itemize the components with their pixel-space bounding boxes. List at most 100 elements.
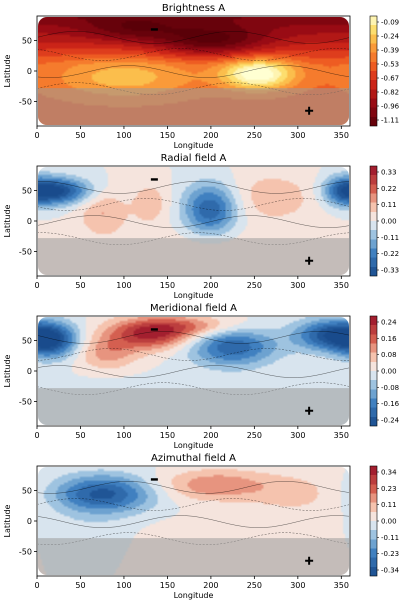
x-tick-label: 200 (203, 281, 218, 290)
colorbar-tick-label: 0.11 (381, 201, 397, 209)
colorbar-tick-label: -0.33 (381, 267, 399, 275)
y-tick-label: 50 (22, 336, 32, 345)
y-tick-label: 0 (27, 367, 32, 376)
x-tick-label: 100 (116, 131, 131, 140)
x-tick-label: 250 (247, 581, 262, 590)
x-tick-label: 200 (203, 581, 218, 590)
colorbar-tick-label: -0.22 (381, 250, 399, 258)
colorbar-tick-label: -0.96 (381, 103, 400, 111)
y-tick-label: 0 (27, 67, 32, 76)
x-tick-label: 350 (334, 581, 349, 590)
colorbar-tick-label: -0.34 (381, 567, 400, 575)
y-tick-label: 50 (22, 186, 32, 195)
x-tick-label: 300 (290, 131, 305, 140)
x-tick-label: 50 (75, 431, 85, 440)
x-tick-label: 200 (203, 431, 218, 440)
panel-title: Azimuthal field A (151, 453, 236, 464)
colorbar-tick-label: -1.11 (381, 117, 399, 125)
colorbar-tick-label: -0.24 (381, 417, 400, 425)
colorbar-tick-label: 0.24 (381, 319, 397, 327)
plus-marker (305, 556, 314, 565)
colorbar-tick-label: -0.23 (381, 550, 399, 558)
dash-marker (150, 478, 158, 481)
contour-line (38, 331, 349, 344)
colorbar-tick-label: 0.33 (381, 169, 397, 177)
panel-3: Meridional field A 0 50 100 150 200 250 300 350 L… (3, 303, 400, 450)
contour-line (38, 481, 349, 494)
dash-marker (150, 328, 158, 331)
colorbar-tick-label: -0.24 (381, 33, 400, 41)
x-tick-label: 350 (334, 131, 349, 140)
y-tick-label: 0 (27, 217, 32, 226)
colorbar-tick-label: -0.11 (381, 534, 399, 542)
panel-title: Radial field A (161, 153, 227, 164)
contour-line (38, 348, 349, 361)
x-tick-label: 50 (75, 281, 85, 290)
x-tick-label: 150 (160, 431, 175, 440)
x-tick-label: 150 (160, 131, 175, 140)
x-tick-label: 50 (75, 131, 85, 140)
y-axis-label: Latitude (3, 54, 12, 87)
colorbar-tick-label: -0.16 (381, 400, 400, 408)
y-tick-label: -50 (19, 548, 32, 557)
colorbar-tick-label: 0.08 (381, 351, 397, 359)
x-tick-label: 100 (116, 281, 131, 290)
colorbar-tick-label: -0.09 (381, 19, 399, 27)
x-tick-label: 150 (160, 581, 175, 590)
x-tick-label: 300 (290, 431, 305, 440)
x-axis-label: Longitude (174, 141, 214, 150)
colorbar-tick-label: -0.08 (381, 384, 399, 392)
y-tick-label: 50 (22, 36, 32, 45)
dash-marker (150, 28, 158, 31)
dash-marker (150, 178, 158, 181)
panel-2: Radial field A 0 50 100 150 200 250 300 350 Longi… (3, 153, 399, 300)
x-tick-label: 150 (160, 281, 175, 290)
x-tick-label: 250 (247, 131, 262, 140)
x-tick-label: 0 (34, 581, 39, 590)
panel-title: Meridional field A (150, 303, 237, 314)
colorbar-tick-label: -0.53 (381, 61, 399, 69)
colorbar (369, 315, 378, 427)
x-tick-label: 250 (247, 281, 262, 290)
shaded-region (38, 88, 349, 125)
panel-4: Azimuthal field A 0 50 100 150 200 250 300 350 Lo… (3, 453, 400, 600)
y-axis-label: Latitude (3, 504, 12, 537)
x-tick-label: 200 (203, 131, 218, 140)
contour-line (38, 365, 349, 378)
shaded-region (38, 538, 349, 575)
contour-line (38, 65, 349, 78)
plus-marker (305, 256, 314, 265)
x-tick-label: 350 (334, 281, 349, 290)
contour-line (38, 498, 349, 511)
x-axis-label: Longitude (174, 441, 214, 450)
colorbar-tick-label: 0.00 (381, 218, 397, 226)
x-tick-label: 100 (116, 431, 131, 440)
x-tick-label: 350 (334, 431, 349, 440)
colorbar-tick-label: 0.00 (381, 518, 397, 526)
colorbar-tick-label: 0.34 (381, 469, 397, 477)
contour-line (38, 181, 349, 194)
colorbar-tick-label: -0.82 (381, 89, 399, 97)
contour-line (38, 215, 349, 228)
colorbar-tick-label: -0.39 (381, 47, 399, 55)
colorbar-tick-label: 0.16 (381, 335, 397, 343)
y-tick-label: -50 (19, 248, 32, 257)
y-tick-label: 50 (22, 486, 32, 495)
x-tick-label: 100 (116, 581, 131, 590)
y-axis-label: Latitude (3, 204, 12, 237)
y-tick-label: 0 (27, 517, 32, 526)
y-axis-label: Latitude (3, 354, 12, 387)
contour-line (38, 48, 349, 61)
x-axis-label: Longitude (174, 591, 214, 600)
plus-marker (305, 106, 314, 115)
x-tick-label: 0 (34, 281, 39, 290)
x-tick-label: 50 (75, 581, 85, 590)
x-axis-label: Longitude (174, 291, 214, 300)
x-tick-label: 0 (34, 431, 39, 440)
x-tick-label: 300 (290, 581, 305, 590)
y-tick-label: -50 (19, 398, 32, 407)
colorbar-tick-label: -0.67 (381, 75, 399, 83)
colorbar-tick-label: 0.22 (381, 185, 397, 193)
x-tick-label: 0 (34, 131, 39, 140)
